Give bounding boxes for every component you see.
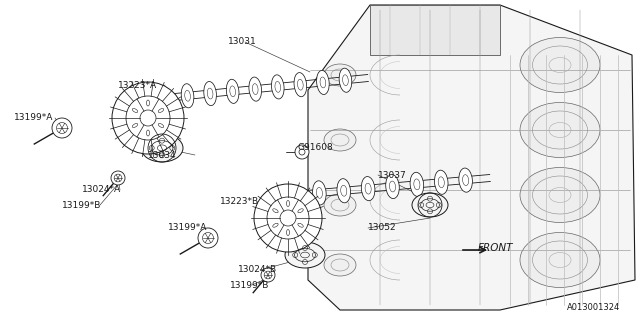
Ellipse shape [339, 68, 352, 92]
Ellipse shape [520, 102, 600, 157]
Text: 13199*A: 13199*A [14, 114, 53, 123]
Ellipse shape [317, 70, 329, 94]
Circle shape [254, 184, 322, 252]
Ellipse shape [294, 73, 307, 97]
Ellipse shape [324, 64, 356, 86]
Ellipse shape [249, 77, 262, 101]
Ellipse shape [324, 254, 356, 276]
Text: 13199*B: 13199*B [230, 281, 269, 290]
Ellipse shape [324, 129, 356, 151]
Text: 13034: 13034 [148, 150, 177, 159]
Circle shape [261, 268, 275, 282]
Ellipse shape [141, 134, 183, 162]
Text: 13037: 13037 [378, 171, 407, 180]
Circle shape [111, 171, 125, 185]
Text: 13199*A: 13199*A [168, 223, 207, 233]
Ellipse shape [312, 181, 326, 205]
Ellipse shape [362, 177, 375, 201]
Ellipse shape [520, 233, 600, 287]
Text: 13031: 13031 [228, 37, 257, 46]
Text: G91608: G91608 [298, 143, 333, 153]
Ellipse shape [181, 84, 194, 108]
Circle shape [52, 118, 72, 138]
Circle shape [295, 145, 309, 159]
Ellipse shape [459, 168, 472, 192]
Polygon shape [308, 5, 635, 310]
Text: 13223*B: 13223*B [220, 197, 259, 206]
Text: 13052: 13052 [368, 223, 397, 233]
Text: 13024*B: 13024*B [238, 266, 277, 275]
Ellipse shape [271, 75, 284, 99]
Ellipse shape [324, 194, 356, 216]
Text: 13024*A: 13024*A [82, 186, 121, 195]
Ellipse shape [227, 79, 239, 103]
Ellipse shape [337, 179, 351, 203]
Ellipse shape [412, 193, 448, 217]
Text: A013001324: A013001324 [567, 303, 620, 313]
Ellipse shape [204, 82, 216, 106]
Ellipse shape [285, 242, 325, 268]
Ellipse shape [435, 170, 448, 194]
Text: 13223*A: 13223*A [118, 81, 157, 90]
Polygon shape [370, 5, 500, 55]
Circle shape [112, 82, 184, 154]
Ellipse shape [520, 167, 600, 222]
Circle shape [198, 228, 218, 248]
Ellipse shape [410, 172, 424, 196]
Text: FRONT: FRONT [478, 243, 513, 253]
Text: 13199*B: 13199*B [62, 201, 101, 210]
Ellipse shape [386, 174, 399, 199]
Ellipse shape [520, 37, 600, 92]
